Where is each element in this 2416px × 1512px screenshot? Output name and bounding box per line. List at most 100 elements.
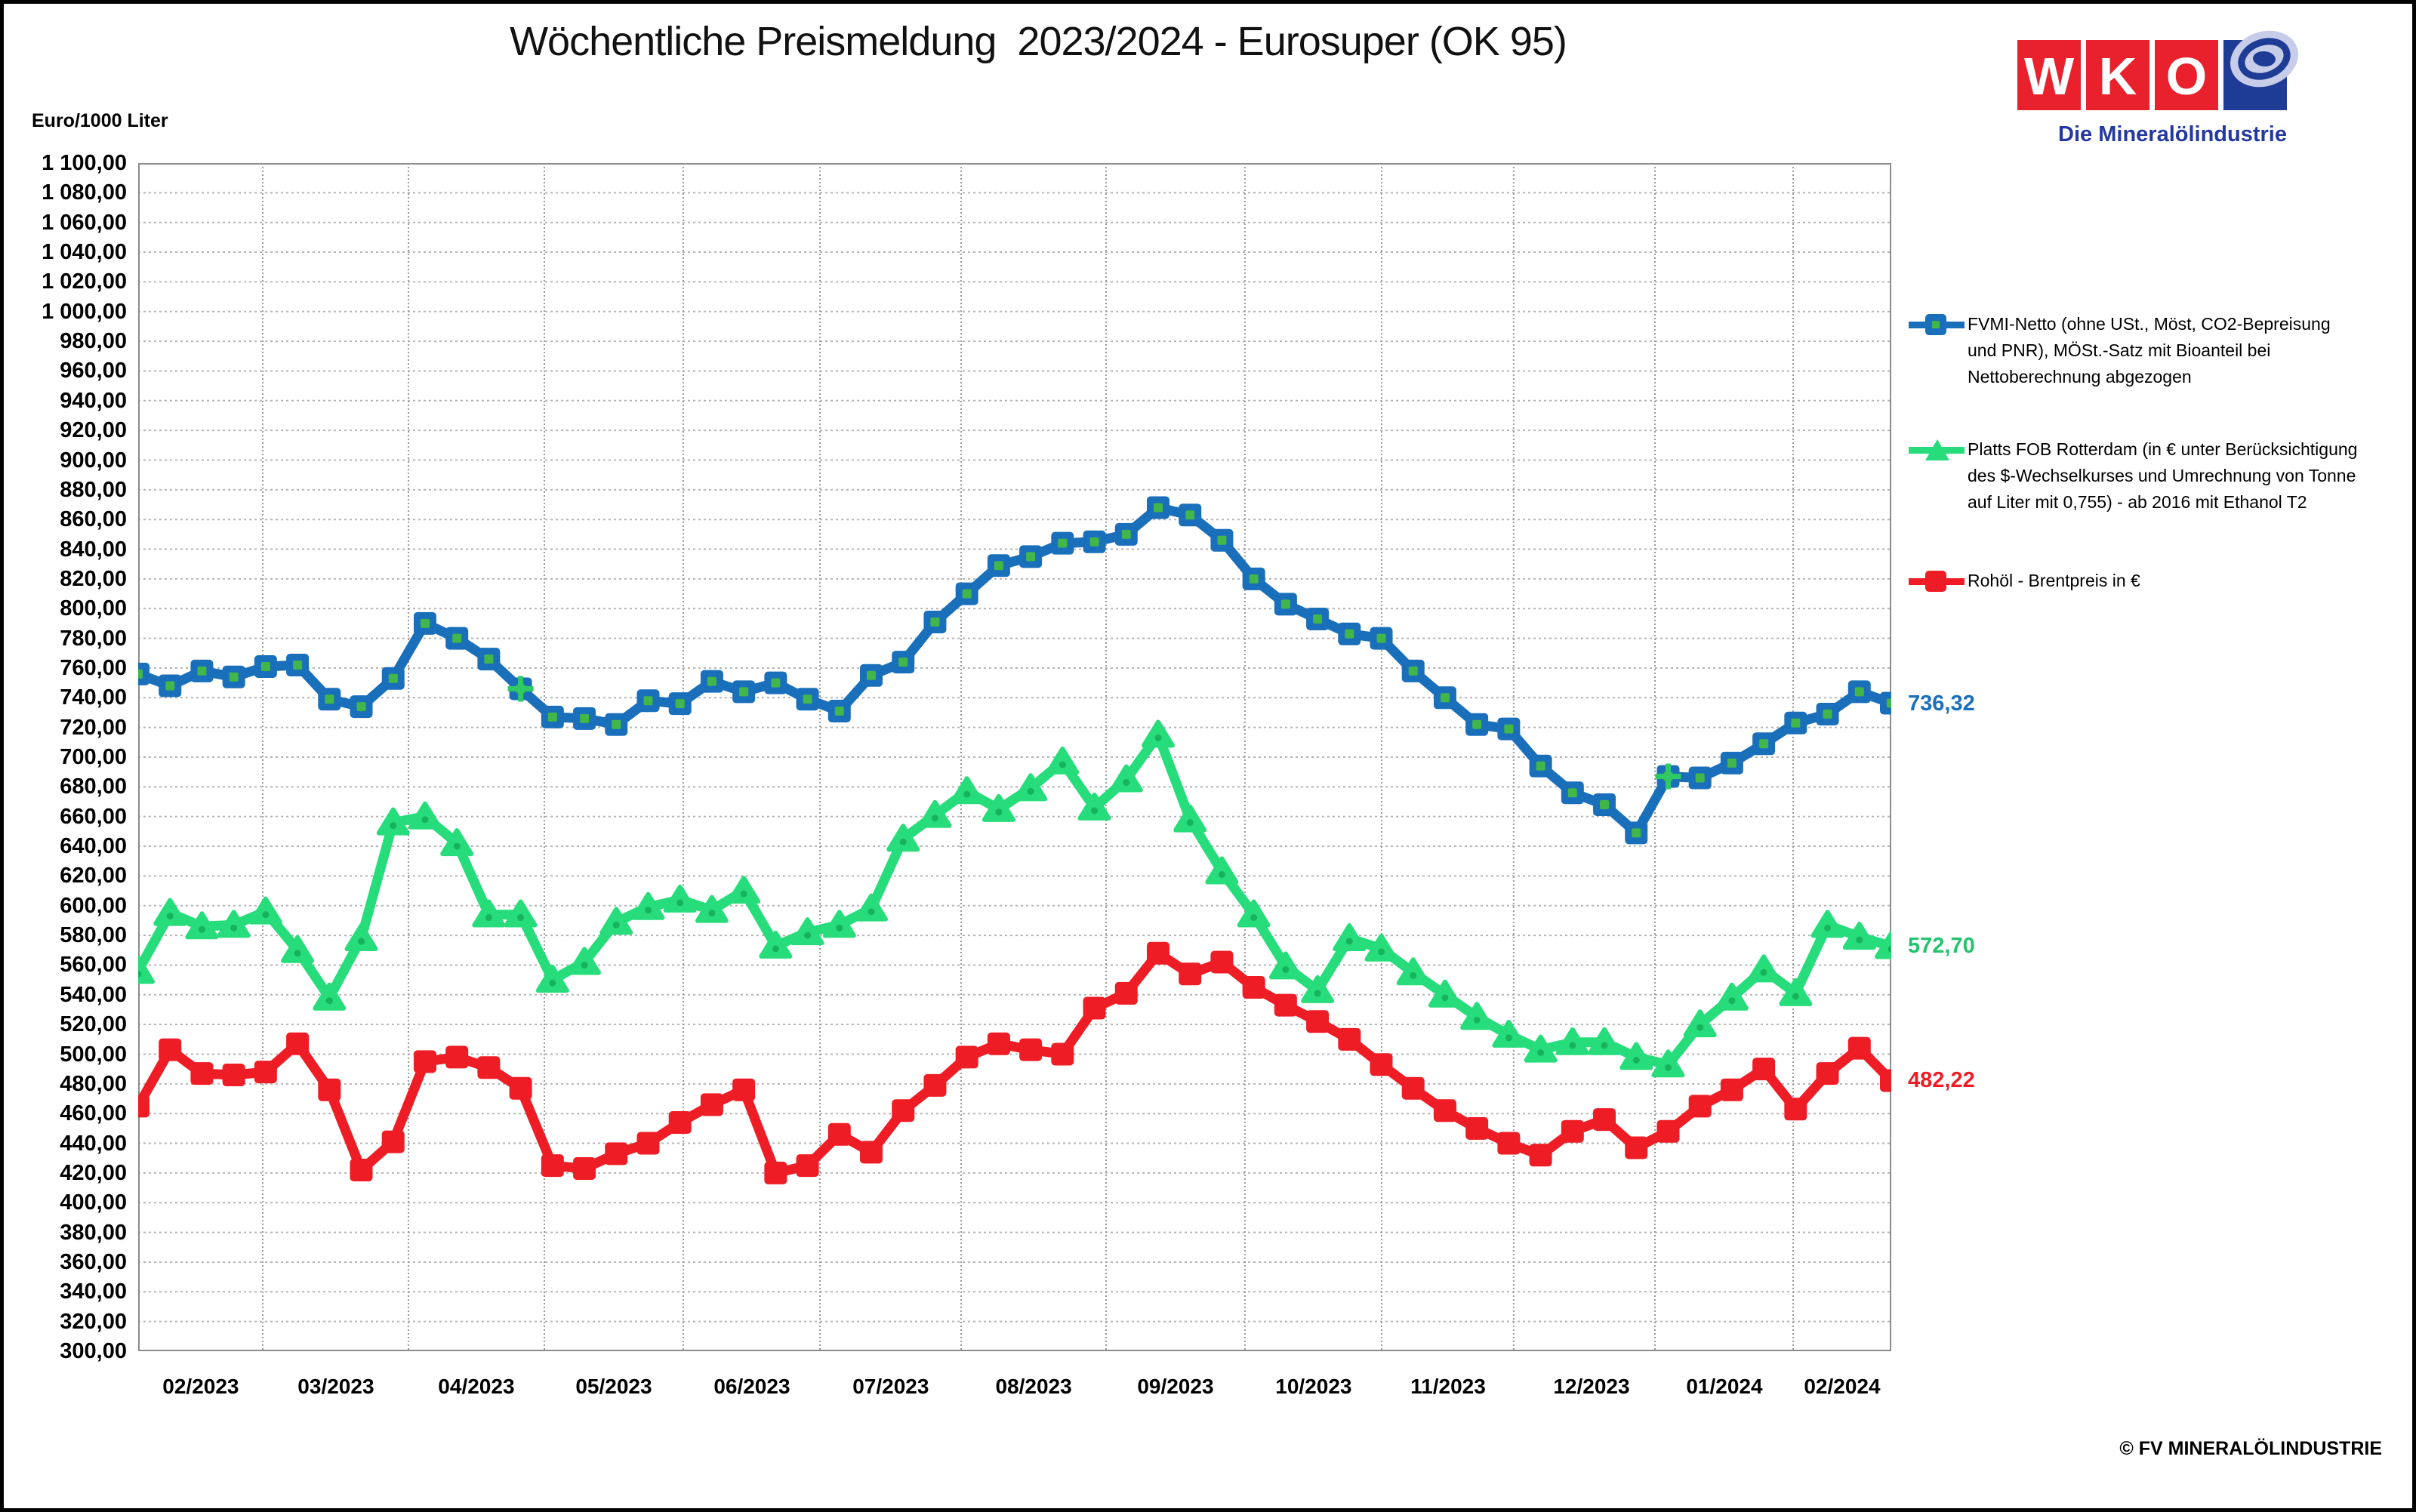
x-tick-12/2023: 12/2023	[1553, 1375, 1630, 1398]
data-point	[504, 899, 538, 928]
data-point-center	[293, 661, 303, 670]
data-point	[1428, 979, 1462, 1008]
y-tick-740: 740,00	[60, 685, 127, 710]
data-point	[1779, 978, 1813, 1006]
y-tick-640: 640,00	[60, 834, 127, 859]
y-tick-820: 820,00	[60, 566, 127, 591]
x-tick-10/2023: 10/2023	[1275, 1375, 1352, 1398]
data-point-center	[1154, 734, 1162, 741]
data-point-center	[963, 790, 971, 798]
data-point	[1842, 922, 1876, 950]
data-point-center	[547, 712, 557, 722]
y-tick-560: 560,00	[60, 953, 127, 978]
y-tick-980: 980,00	[60, 329, 127, 354]
data-point-center	[836, 924, 843, 932]
legend-marker-icon	[1909, 312, 1965, 337]
y-tick-1020: 1 020,00	[42, 269, 127, 294]
data-point	[408, 801, 442, 830]
y-tick-920: 920,00	[60, 418, 127, 443]
data-point	[1810, 910, 1844, 938]
data-point	[1019, 1038, 1043, 1061]
y-tick-520: 520,00	[60, 1012, 127, 1037]
data-point-center	[1760, 968, 1767, 976]
x-tick-03/2023: 03/2023	[297, 1375, 374, 1398]
data-point	[1364, 933, 1398, 962]
x-tick-02/2024: 02/2024	[1804, 1375, 1881, 1398]
data-point	[318, 1078, 341, 1101]
data-point-center	[1792, 993, 1799, 1000]
data-point	[636, 1132, 660, 1155]
data-point-center	[1314, 990, 1321, 997]
data-point	[1301, 975, 1335, 1003]
data-point	[1619, 1042, 1653, 1070]
data-point-center	[1727, 758, 1736, 768]
y-tick-940: 940,00	[60, 388, 127, 413]
data-point-center	[772, 945, 779, 953]
legend-entry-2: Rohöl - Brentpreis in €	[1909, 568, 2140, 594]
y-axis-title: Euro/1000 Liter	[32, 110, 168, 131]
data-point	[1306, 1010, 1330, 1033]
data-point-center	[994, 561, 1003, 571]
end-label-2: 482,22	[1908, 1068, 1975, 1093]
chart-title: Wöchentliche Preismeldung 2023/2024 - Eu…	[510, 19, 1567, 64]
y-tick-1060: 1 060,00	[42, 210, 127, 235]
data-point	[1237, 899, 1271, 928]
data-point-center	[740, 890, 747, 898]
data-point	[599, 907, 633, 935]
logo-letter-w: W	[2017, 40, 2081, 110]
legend-marker-icon	[1909, 437, 1965, 463]
data-point	[217, 910, 251, 938]
data-point	[509, 1076, 532, 1100]
data-point-center	[1888, 945, 1891, 953]
plus-marker	[518, 676, 524, 702]
data-point	[1051, 1042, 1074, 1066]
data-point-center	[260, 661, 270, 671]
data-point-center	[803, 694, 812, 704]
data-point	[1396, 957, 1430, 986]
data-point	[1210, 950, 1234, 974]
y-tick-360: 360,00	[60, 1249, 127, 1274]
data-point	[222, 1064, 245, 1087]
data-point	[1492, 1019, 1526, 1048]
data-point	[764, 1161, 787, 1184]
x-tick-07/2023: 07/2023	[852, 1375, 929, 1398]
data-point-center	[1027, 787, 1034, 795]
data-point	[1651, 1049, 1685, 1078]
data-point-center	[643, 696, 653, 706]
data-point-center	[198, 925, 205, 933]
data-point	[822, 910, 856, 938]
data-point-center	[1345, 938, 1353, 945]
data-point	[1747, 954, 1781, 983]
data-point	[1460, 1002, 1494, 1030]
data-point	[631, 891, 665, 920]
y-tick-960: 960,00	[60, 359, 127, 383]
y-tick-900: 900,00	[60, 448, 127, 473]
data-point	[796, 1154, 819, 1178]
data-point-center	[1313, 614, 1323, 624]
data-point-center	[325, 997, 333, 1005]
data-point	[1338, 1027, 1361, 1051]
data-point	[663, 884, 697, 913]
data-point-center	[804, 932, 812, 939]
data-point-center	[1250, 914, 1258, 922]
data-point-center	[1505, 1034, 1512, 1042]
x-tick-05/2023: 05/2023	[575, 1375, 652, 1398]
data-point	[918, 799, 952, 828]
y-tick-780: 780,00	[60, 626, 127, 651]
data-point-center	[771, 678, 781, 688]
y-tick-680: 680,00	[60, 774, 127, 799]
data-point-center	[739, 687, 749, 697]
data-point-center	[1664, 1064, 1672, 1071]
data-point-center	[1504, 724, 1514, 734]
data-point	[1014, 773, 1048, 802]
data-point	[950, 776, 984, 805]
data-point	[248, 896, 282, 925]
legend-text-2: Rohöl - Brentpreis in €	[1968, 571, 2140, 590]
data-point	[732, 1078, 756, 1101]
logo-letter-k: K	[2086, 40, 2149, 110]
data-point	[1688, 1095, 1712, 1118]
data-point	[1715, 982, 1749, 1011]
data-point-center	[1823, 709, 1832, 719]
data-point	[1401, 1076, 1425, 1100]
data-point	[1146, 941, 1169, 965]
